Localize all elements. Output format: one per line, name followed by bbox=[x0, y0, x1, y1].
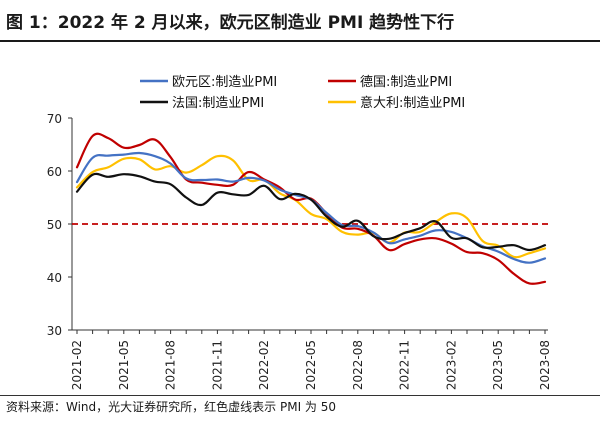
legend-label-0: 欧元区:制造业PMI bbox=[172, 75, 277, 90]
source-note: 资料来源：Wind，光大证券研究所，红色虚线表示 PMI 为 50 bbox=[6, 400, 337, 414]
legend-label-2: 法国:制造业PMI bbox=[172, 96, 264, 111]
x-tick-label-2021-02: 2021-02 bbox=[70, 340, 84, 390]
x-tick-label-2023-05: 2023-05 bbox=[491, 340, 505, 390]
series-line-3 bbox=[75, 154, 547, 259]
series-line-1 bbox=[75, 132, 547, 285]
x-tick-label-2022-11: 2022-11 bbox=[398, 340, 412, 390]
footer-divider bbox=[0, 395, 600, 396]
series-line-0 bbox=[75, 151, 547, 264]
y-tick-label-40: 40 bbox=[47, 271, 62, 285]
y-tick-label-60: 60 bbox=[47, 165, 62, 179]
x-tick-label-2023-02: 2023-02 bbox=[444, 340, 458, 390]
title-divider bbox=[0, 40, 600, 42]
x-tick-label-2021-11: 2021-11 bbox=[210, 340, 224, 390]
y-tick-label-50: 50 bbox=[47, 218, 62, 232]
legend-label-1: 德国:制造业PMI bbox=[360, 75, 452, 90]
series-line-2 bbox=[75, 172, 547, 252]
pmi-line-chart: 30 40 50 60 70 2021-02 2021-05 2021-08 2021-11 20… bbox=[47, 75, 552, 390]
y-tick-label-30: 30 bbox=[47, 324, 62, 338]
x-tick-label-2021-08: 2021-08 bbox=[164, 340, 178, 390]
chart-title: 图 1：2022 年 2 月以来，欧元区制造业 PMI 趋势性下行 bbox=[6, 13, 455, 33]
x-tick-label-2022-05: 2022-05 bbox=[304, 340, 318, 390]
y-tick-label-70: 70 bbox=[47, 112, 62, 126]
x-tick-label-2022-08: 2022-08 bbox=[351, 340, 365, 390]
x-tick-label-2022-02: 2022-02 bbox=[257, 340, 271, 390]
x-tick-label-2023-08: 2023-08 bbox=[538, 340, 552, 390]
legend-label-3: 意大利:制造业PMI bbox=[360, 95, 465, 111]
x-tick-label-2021-05: 2021-05 bbox=[117, 340, 131, 390]
